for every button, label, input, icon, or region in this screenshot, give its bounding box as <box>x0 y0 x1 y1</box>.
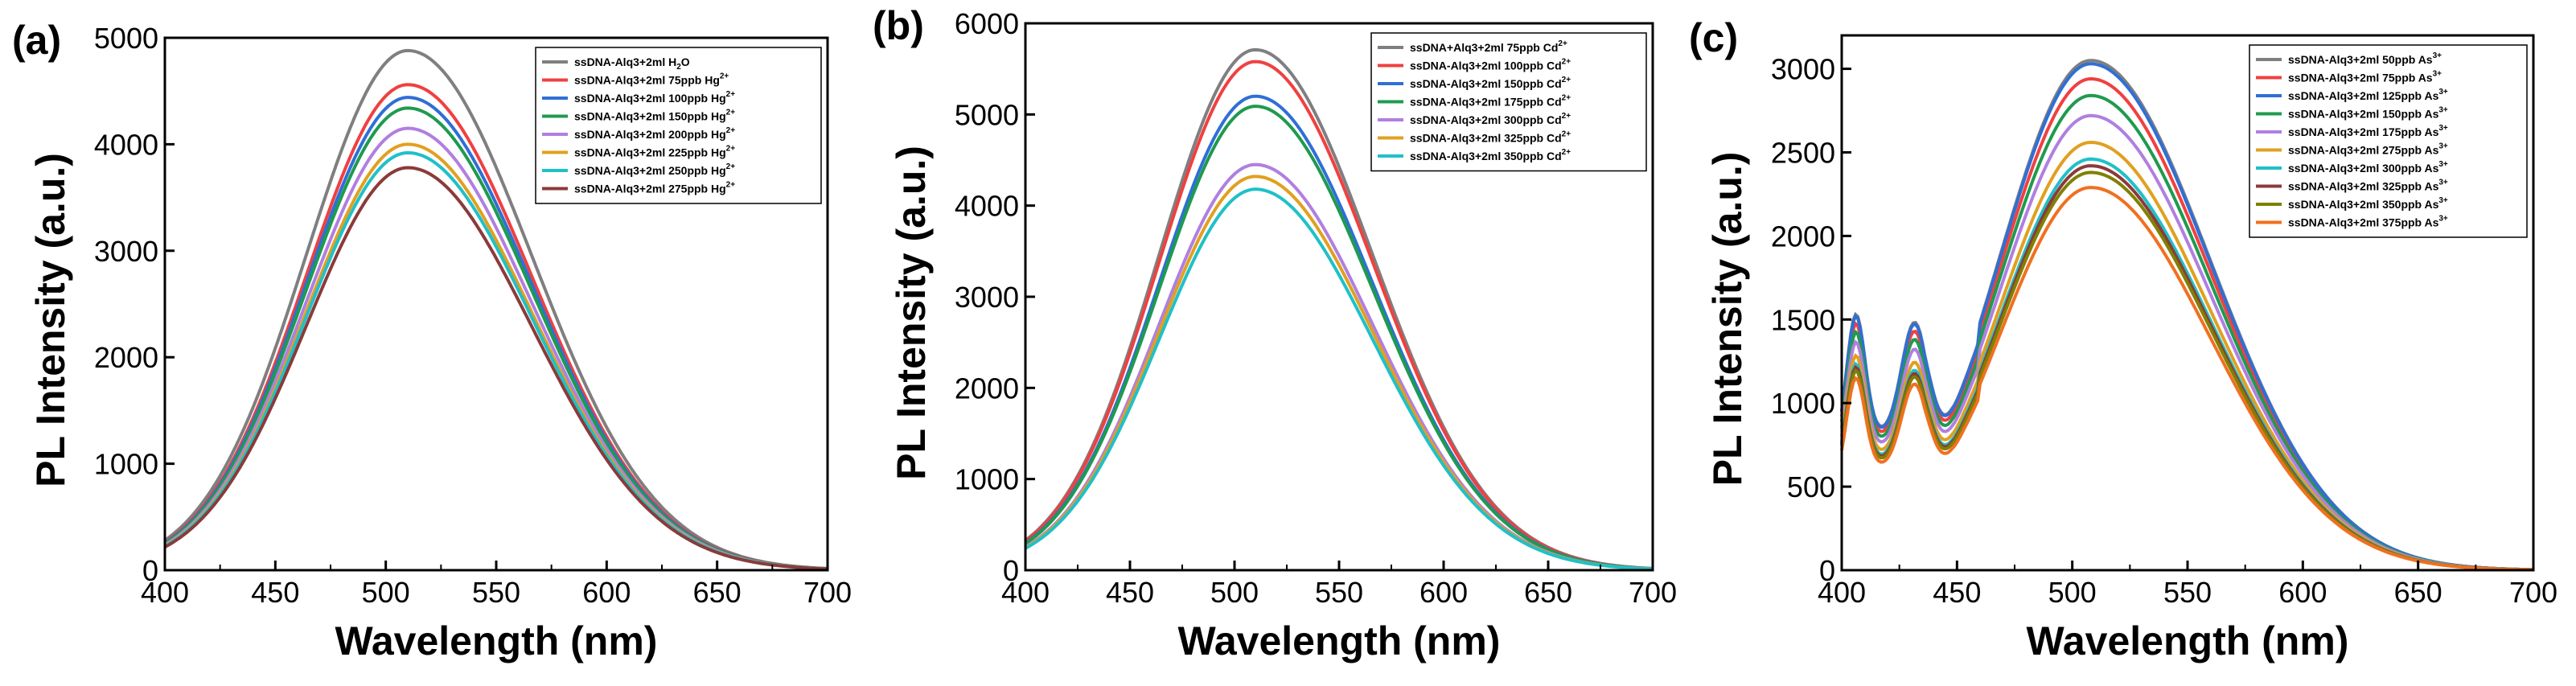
series-line-5 <box>1025 175 1654 571</box>
legend-label: ssDNA-Alq3+2ml 125ppb As3+ <box>2288 88 2448 102</box>
y-tick-label: 4000 <box>955 190 1019 223</box>
series-line-7 <box>164 166 828 571</box>
legend-label: ssDNA-Alq3+2ml 300ppb As3+ <box>2288 160 2448 175</box>
y-tick-label: 3000 <box>1771 53 1835 86</box>
legend-label: ssDNA-Alq3+2ml 150ppb As3+ <box>2288 106 2448 121</box>
legend-label: ssDNA+Alq3+2ml 75ppb Cd2+ <box>1410 39 1567 54</box>
panel-a: 400 450 500 550 600 650 700 0 1000 2000 3000 4000 50… <box>12 18 852 663</box>
x-tick-label: 400 <box>1818 576 1866 609</box>
legend-box <box>1370 32 1647 172</box>
x-tick-label: 450 <box>1106 576 1154 609</box>
legend-label: ssDNA-Alq3+2ml 300ppb Cd2+ <box>1410 112 1571 126</box>
panel-label: (c) <box>1689 15 1738 60</box>
x-tick-label: 500 <box>362 576 410 609</box>
y-tick-label: 2000 <box>955 372 1019 405</box>
x-tick-label: 700 <box>2509 576 2558 609</box>
legend-label: ssDNA-Alq3+2ml 325ppb Cd2+ <box>1410 130 1571 145</box>
legend-label: ssDNA-Alq3+2ml 175ppb Cd2+ <box>1410 94 1571 109</box>
x-axis-title: Wavelength (nm) <box>1178 618 1501 663</box>
y-tick-label: 1500 <box>1771 303 1835 336</box>
y-tick-label: 1000 <box>1771 387 1835 420</box>
x-tick-label: 450 <box>251 576 299 609</box>
legend-label: ssDNA-Alq3+2ml 375ppb As3+ <box>2288 215 2448 229</box>
series-line-3 <box>1024 105 1654 571</box>
y-tick-label: 2500 <box>1771 136 1835 169</box>
x-tick-label: 400 <box>1001 576 1050 609</box>
x-tick-label: 500 <box>1210 576 1259 609</box>
y-tick-label: 1000 <box>94 448 158 481</box>
legend-label: ssDNA-Alq3+2ml 275ppb Hg2+ <box>574 181 735 195</box>
legend-label: ssDNA-Alq3+2ml 175ppb As3+ <box>2288 124 2448 138</box>
legend-label: ssDNA-Alq3+2ml 350ppb Cd2+ <box>1410 148 1571 162</box>
x-tick-label: 450 <box>1933 576 1981 609</box>
x-tick-label: 600 <box>1419 576 1468 609</box>
y-tick-label: 4000 <box>94 128 158 161</box>
x-tick-label: 550 <box>2163 576 2212 609</box>
series-line-4 <box>1025 162 1654 571</box>
legend-label: ssDNA-Alq3+2ml 275ppb As3+ <box>2288 142 2448 157</box>
panel-label: (a) <box>12 18 61 63</box>
legend-label: ssDNA-Alq3+2ml 100ppb Hg2+ <box>574 90 735 105</box>
y-axis-title: PL Intensity (a.u.) <box>889 146 934 480</box>
y-tick-label: 500 <box>1787 470 1835 503</box>
y-tick-label: 0 <box>142 554 158 587</box>
y-tick-label: 1000 <box>955 463 1019 496</box>
x-tick-label: 400 <box>141 576 189 609</box>
y-tick-label: 6000 <box>955 7 1019 40</box>
y-tick-label: 5000 <box>94 22 158 55</box>
y-tick-label: 2000 <box>94 341 158 374</box>
y-tick-label: 3000 <box>94 235 158 268</box>
legend-label: ssDNA-Alq3+2ml 225ppb Hg2+ <box>574 145 735 159</box>
y-axis-title: PL Intensity (a.u.) <box>1705 152 1750 487</box>
panel-b: 400 450 500 550 600 650 700 0 1000 2000 3000 4000 50… <box>873 3 1677 663</box>
legend-label: ssDNA-Alq3+2ml 75ppb Hg2+ <box>574 72 729 87</box>
legend-label: ssDNA-Alq3+2ml 75ppb As3+ <box>2288 70 2442 84</box>
legend-label: ssDNA-Alq3+2ml 50ppb As3+ <box>2288 51 2442 66</box>
legend-label: ssDNA-Alq3+2ml 150ppb Cd2+ <box>1410 76 1571 90</box>
legend-label: ssDNA-Alq3+2ml 200ppb Hg2+ <box>574 126 735 141</box>
legend-label: ssDNA-Alq3+2ml H2O <box>574 55 690 72</box>
x-tick-label: 700 <box>1629 576 1677 609</box>
legend-box <box>535 47 822 204</box>
y-tick-label: 5000 <box>955 98 1019 131</box>
x-tick-label: 700 <box>803 576 852 609</box>
legend-box <box>2249 44 2528 238</box>
x-tick-label: 600 <box>582 576 631 609</box>
x-tick-label: 550 <box>1315 576 1363 609</box>
series-line-6 <box>1025 187 1654 571</box>
legend-label: ssDNA-Alq3+2ml 150ppb Hg2+ <box>574 109 735 123</box>
x-axis-title: Wavelength (nm) <box>335 618 658 663</box>
x-tick-label: 650 <box>693 576 742 609</box>
y-tick-label: 2000 <box>1771 220 1835 253</box>
y-tick-label: 0 <box>1003 554 1019 587</box>
legend-label: ssDNA-Alq3+2ml 325ppb As3+ <box>2288 179 2448 193</box>
y-axis-title: PL Intensity (a.u.) <box>28 153 73 487</box>
series-lines <box>163 48 828 571</box>
legend-label: ssDNA-Alq3+2ml 100ppb Cd2+ <box>1410 58 1571 72</box>
x-tick-label: 650 <box>2394 576 2442 609</box>
x-tick-label: 600 <box>2278 576 2327 609</box>
y-tick-label: 3000 <box>955 281 1019 314</box>
x-tick-label: 500 <box>2048 576 2097 609</box>
legend-label: ssDNA-Alq3+2ml 250ppb Hg2+ <box>574 162 735 177</box>
x-tick-label: 550 <box>472 576 520 609</box>
legend-label: ssDNA-Alq3+2ml 350ppb As3+ <box>2288 196 2448 211</box>
panel-c: 400 450 500 550 600 650 700 0 500 1000 1500 2000 250… <box>1689 15 2558 663</box>
series-line-5 <box>163 142 828 571</box>
series-lines <box>1840 59 2534 572</box>
panel-label: (b) <box>873 3 924 48</box>
x-axis-title: Wavelength (nm) <box>2027 618 2349 663</box>
x-tick-label: 650 <box>1524 576 1572 609</box>
y-tick-label: 0 <box>1819 554 1835 587</box>
series-lines <box>1024 47 1654 571</box>
